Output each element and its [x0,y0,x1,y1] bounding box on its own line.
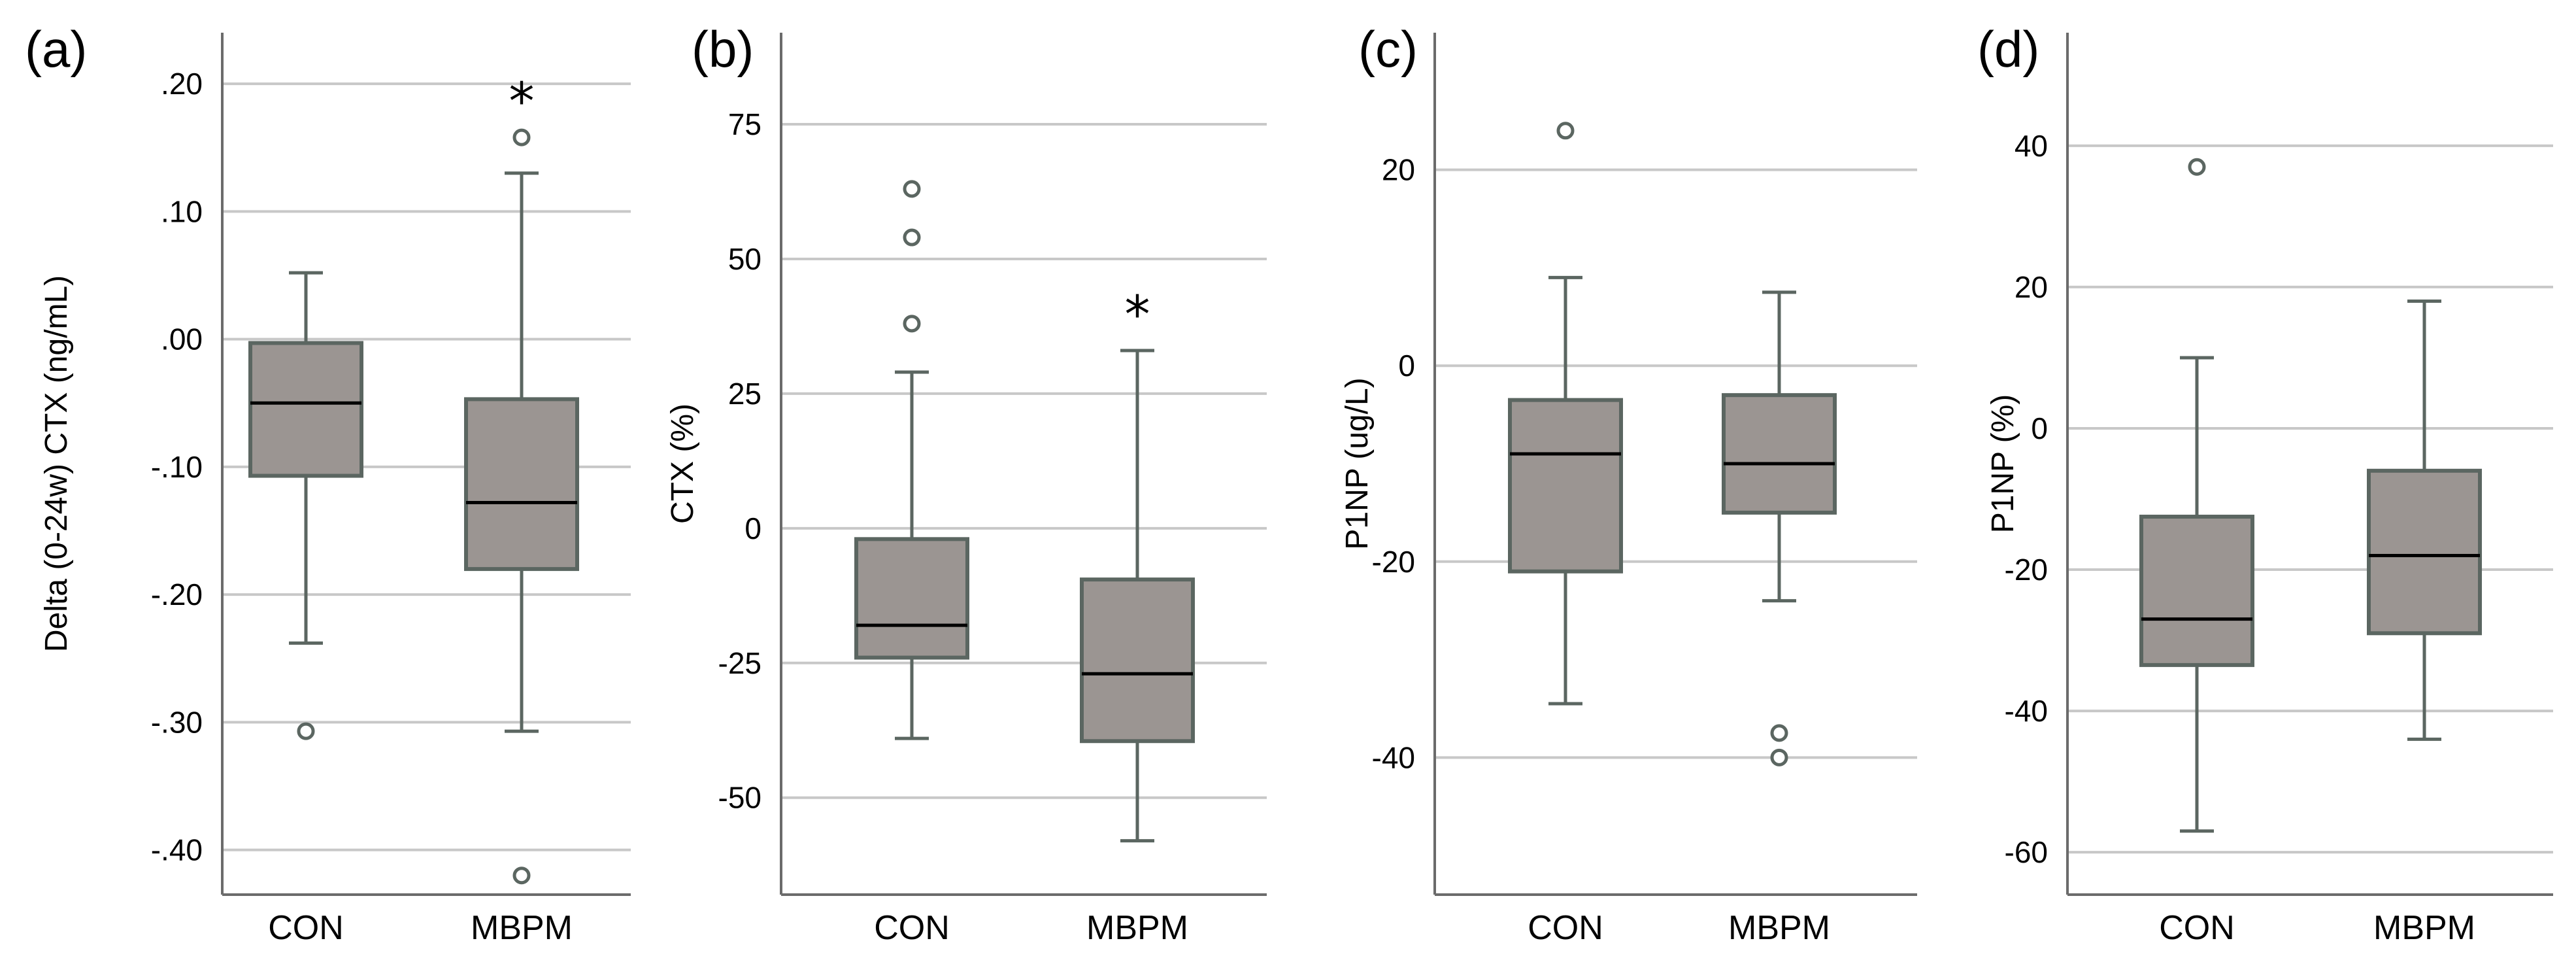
y-tick-label: .10 [161,194,203,228]
box-mbpm: * [1080,286,1195,843]
y-tick-label: -.20 [151,577,203,611]
significance-marker: * [1125,286,1150,345]
x-category-label: CON [1528,909,1603,947]
chart-panel-1: .20 .10 .00 -.10 -.20 -.30 -.40 (a) Delta (0-24w… [25,20,631,947]
outlier-point [903,315,921,333]
y-tick-label: .00 [161,322,203,356]
box-iqr [1722,393,1837,515]
y-tick-label: -40 [2005,694,2048,728]
box-con [2139,158,2254,833]
y-axis-label: P1NP (%) [1986,394,2020,534]
x-category-label: MBPM [1728,909,1830,947]
outlier-point [297,722,315,740]
box-iqr [1508,398,1623,574]
box-mbpm [1722,290,1837,766]
box-iqr [248,341,363,478]
x-category-label: MBPM [471,909,573,947]
y-tick-label: -50 [718,781,761,815]
x-category-label: CON [268,909,344,947]
panel-letter: (d) [1977,20,2039,78]
box-iqr [854,537,969,660]
outlier-point [903,180,921,198]
x-category-label: MBPM [1086,909,1188,947]
y-tick-label: 75 [728,107,761,141]
outlier-point [2188,158,2206,176]
outlier-point [1770,748,1788,766]
panel-letter: (b) [692,20,754,78]
chart-panel-2: 75 50 25 0 -25 -50 (b) CTX (%) CON MBPM * [665,20,1267,947]
y-tick-label: -20 [2005,553,2048,587]
y-axis-label: CTX (%) [665,404,700,524]
panel-letter: (a) [25,20,87,78]
outlier-point [512,128,531,146]
box-con [248,271,363,740]
box-iqr [2367,468,2482,636]
y-tick-label: 25 [728,377,761,411]
outlier-point [903,228,921,247]
y-tick-label: 20 [2015,270,2048,304]
y-tick-label: -20 [1372,545,1415,579]
outlier-point [512,867,531,885]
y-tick-label: .20 [161,67,203,101]
y-tick-label: 0 [744,511,761,545]
y-tick-label: -40 [1372,740,1415,774]
significance-marker: * [509,73,535,131]
y-tick-label: 40 [2015,129,2048,163]
box-iqr [1080,577,1195,744]
outlier-point [1556,122,1575,140]
box-iqr [464,397,579,572]
y-axis-label: P1NP (ug/L) [1340,377,1375,549]
y-tick-label: -25 [718,646,761,680]
box-mbpm [2367,300,2482,741]
y-axis-label: Delta (0-24w) CTX (ng/mL) [39,275,74,652]
y-tick-label: 0 [2031,411,2048,445]
x-category-label: MBPM [2373,909,2475,947]
y-tick-label: 0 [1398,349,1415,383]
panel-letter: (c) [1358,20,1418,78]
y-tick-label: -60 [2005,835,2048,869]
box-con [854,180,969,740]
y-tick-label: -.40 [151,833,203,867]
x-category-label: CON [2159,909,2235,947]
y-tick-label: 50 [728,242,761,276]
chart-panel-4: 40 20 0 -20 -40 -60 (d) P1NP (%) CON MBPM [1977,20,2553,947]
y-tick-label: 20 [1382,153,1415,187]
box-iqr [2139,515,2254,667]
y-tick-label: -.30 [151,705,203,739]
outlier-point [1770,724,1788,742]
box-mbpm: * [464,73,579,885]
y-tick-label: -.10 [151,450,203,484]
chart-panel-3: 20 0 -20 -40 (c) P1NP (ug/L) CON MBPM [1340,20,1917,947]
box-con [1508,122,1623,706]
x-category-label: CON [874,909,950,947]
